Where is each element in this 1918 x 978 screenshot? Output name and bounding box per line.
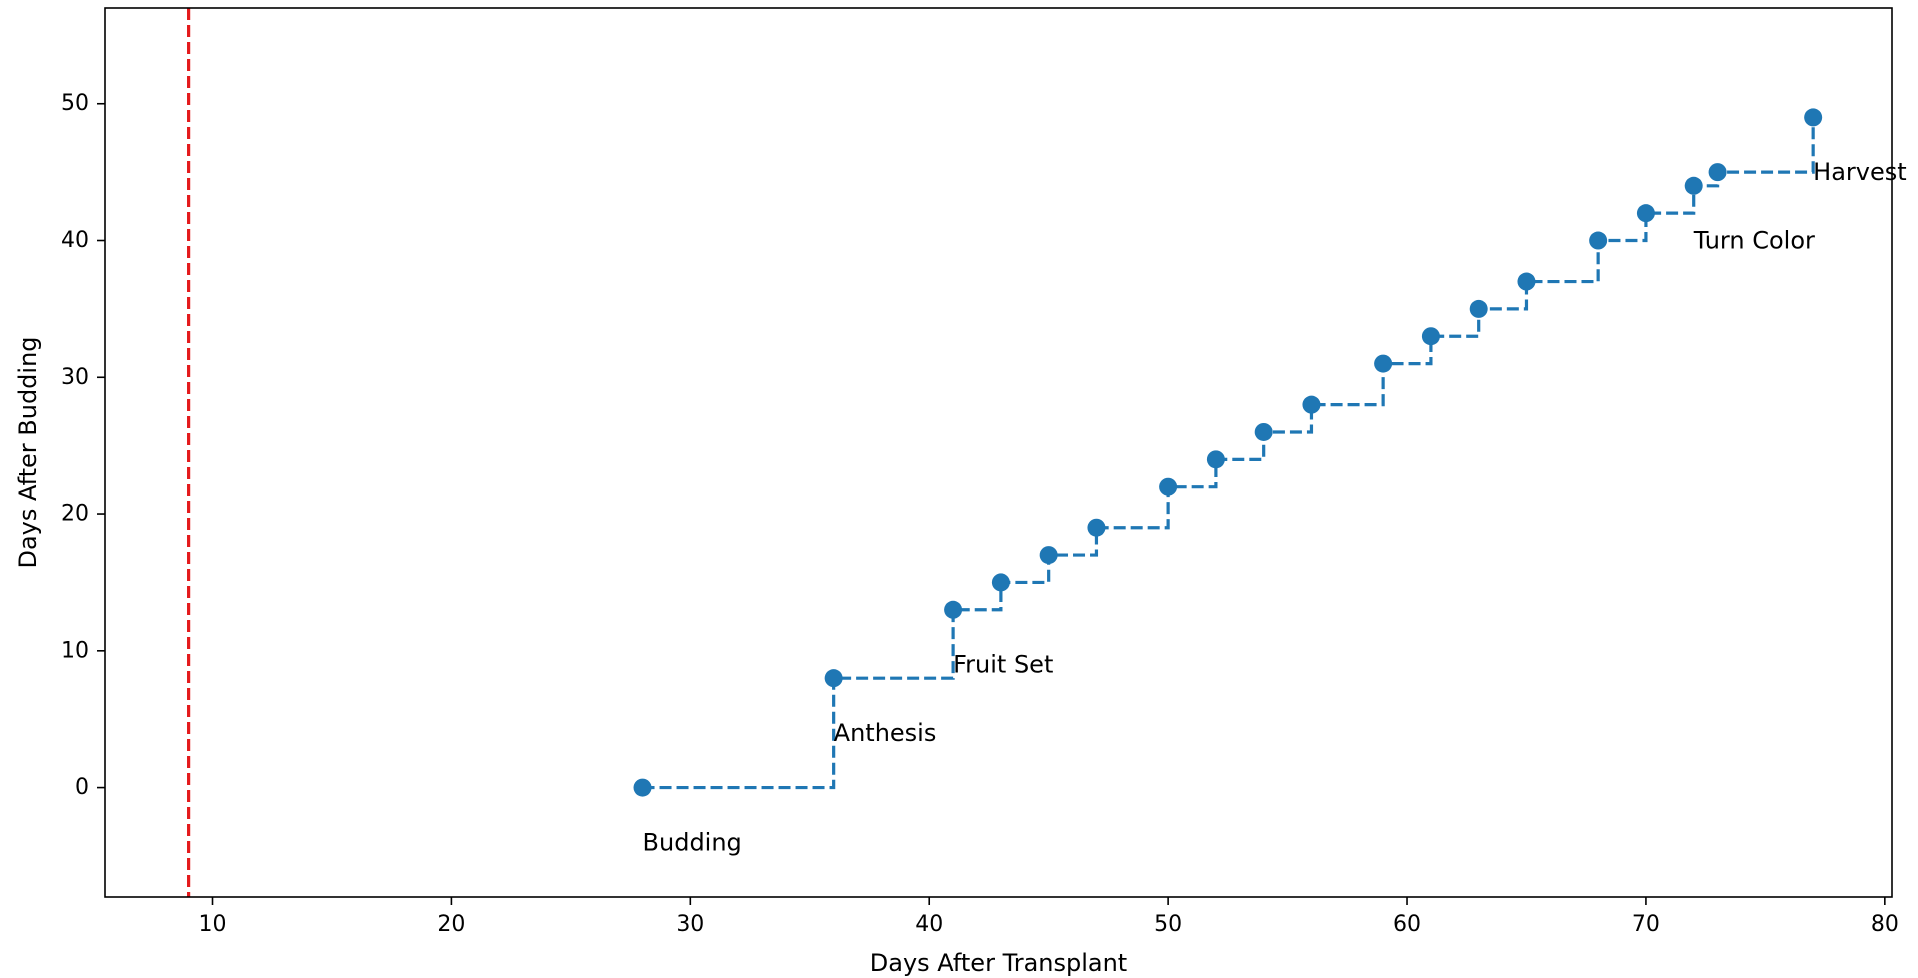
y-axis-label: Days After Budding [14,336,42,568]
data-point [634,779,652,797]
data-point [944,601,962,619]
y-axis: 0 10 20 30 40 50 [61,91,105,800]
data-point [1709,163,1727,181]
data-point [1302,396,1320,414]
data-point [1040,546,1058,564]
series-step-line [643,117,1814,787]
x-tick-label: 20 [437,912,465,937]
x-tick-label: 30 [676,912,704,937]
stage-annotation: Turn Color [1693,227,1815,255]
x-axis-label: Days After Transplant [870,949,1127,977]
x-tick-label: 60 [1393,912,1421,937]
data-point [1087,519,1105,537]
data-point [1255,423,1273,441]
data-point [1374,355,1392,373]
stage-annotation: Anthesis [834,719,937,747]
stage-annotation: Budding [643,828,742,856]
y-tick-label: 30 [61,365,89,390]
data-point [1804,108,1822,126]
y-tick-label: 40 [61,228,89,253]
x-tick-label: 40 [915,912,943,937]
x-tick-label: 10 [199,912,227,937]
data-point [1470,300,1488,318]
data-point [1637,204,1655,222]
data-point [825,669,843,687]
plot-frame [105,8,1892,897]
data-point [1159,478,1177,496]
y-tick-label: 20 [61,502,89,527]
data-point [992,573,1010,591]
stage-annotation: Fruit Set [953,650,1053,678]
y-tick-label: 50 [61,91,89,116]
x-tick-label: 80 [1871,912,1899,937]
x-axis: 10 20 30 40 50 60 70 80 [199,897,1899,937]
y-tick-label: 10 [61,638,89,663]
data-point [1589,232,1607,250]
x-tick-label: 70 [1632,912,1660,937]
data-point [1422,327,1440,345]
data-point [1207,450,1225,468]
y-tick-label: 0 [75,775,89,800]
data-point [1517,273,1535,291]
data-point [1685,177,1703,195]
x-tick-label: 50 [1154,912,1182,937]
